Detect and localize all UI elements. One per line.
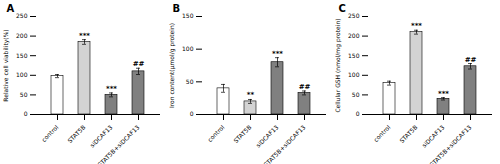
svg-text:250: 250 [348,12,360,19]
svg-text:250: 250 [16,12,28,19]
svg-text:***: *** [106,85,117,93]
svg-text:control: control [372,123,392,143]
svg-text:control: control [40,123,60,143]
svg-text:STAT5B+siDCAF13: STAT5B+siDCAF13 [96,123,141,164]
svg-text:B: B [173,3,181,14]
svg-text:50: 50 [186,78,194,85]
svg-text:150: 150 [348,52,360,59]
svg-text:200: 200 [16,32,28,39]
svg-text:STAT5B: STAT5B [66,123,87,144]
svg-text:0: 0 [190,110,194,117]
svg-text:150: 150 [16,52,28,59]
svg-text:50: 50 [352,91,360,98]
svg-text:Cellular GSH (nmol/mg protein): Cellular GSH (nmol/mg protein) [334,18,342,112]
svg-text:Relative cell viability(%): Relative cell viability(%) [2,29,10,101]
svg-text:***: *** [79,32,90,40]
svg-text:##: ## [133,60,145,68]
svg-text:A: A [7,3,15,14]
svg-text:0: 0 [356,110,360,117]
svg-text:siDCAF13: siDCAF13 [88,123,113,148]
svg-text:**: ** [247,91,255,99]
svg-text:100: 100 [16,71,28,78]
svg-text:##: ## [465,56,477,64]
svg-text:100: 100 [182,45,194,52]
svg-text:50: 50 [20,91,28,98]
svg-text:C: C [339,3,346,14]
svg-text:***: *** [272,50,283,58]
svg-text:STAT5B: STAT5B [232,123,253,144]
svg-text:200: 200 [348,32,360,39]
svg-text:0: 0 [24,110,28,117]
svg-text:STAT5B+siDCAF13: STAT5B+siDCAF13 [428,123,473,164]
svg-text:STAT5B+siDCAF13: STAT5B+siDCAF13 [262,123,307,164]
svg-text:siDCAF13: siDCAF13 [420,123,445,148]
svg-text:##: ## [299,83,311,91]
svg-text:STAT5B: STAT5B [398,123,419,144]
svg-text:150: 150 [182,12,194,19]
svg-text:100: 100 [348,71,360,78]
svg-text:Iron content(μmol/g protein): Iron content(μmol/g protein) [168,23,176,108]
svg-text:***: *** [411,22,422,30]
svg-text:***: *** [438,90,449,98]
svg-text:siDCAF13: siDCAF13 [254,123,279,148]
svg-text:control: control [206,123,226,143]
